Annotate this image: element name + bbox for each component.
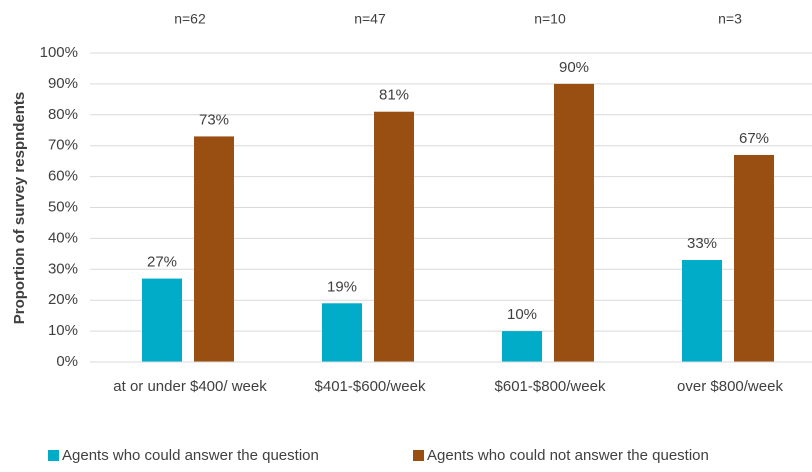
bar	[374, 111, 414, 363]
bar	[682, 260, 722, 362]
data-label: 33%	[687, 235, 717, 252]
y-tick-label: 0%	[56, 353, 78, 370]
x-tick-label-box: $601-$800/week	[494, 378, 606, 395]
y-tick-label: 90%	[48, 75, 78, 92]
sample-size: n=10	[534, 11, 566, 27]
data-label: 27%	[147, 254, 177, 271]
bar	[194, 136, 234, 362]
y-tick-label: 10%	[48, 322, 78, 339]
bar	[142, 278, 182, 362]
x-tick-label-box: at or under $400/ week	[113, 378, 267, 395]
data-label: 19%	[327, 278, 357, 295]
x-tick-label: at or under $400/ week	[113, 378, 267, 395]
x-tick-label-box: over $800/week	[677, 378, 783, 395]
x-tick-label: $601-$800/week	[494, 378, 606, 395]
bar	[734, 154, 774, 362]
y-tick-label: 70%	[48, 137, 78, 154]
y-tick-label: 100%	[40, 44, 78, 61]
legend-swatch	[48, 450, 59, 461]
y-tick-label: 80%	[48, 106, 78, 123]
legend-label: Agents who could not answer the question	[427, 447, 709, 464]
y-tick-label: 60%	[48, 168, 78, 185]
data-label: 81%	[379, 87, 409, 104]
legend-label: Agents who could answer the question	[62, 447, 319, 464]
y-tick-label: 20%	[48, 291, 78, 308]
sample-size: n=62	[174, 11, 206, 27]
y-tick-label: 50%	[48, 198, 78, 215]
x-tick-label: over $800/week	[677, 378, 783, 395]
bar	[554, 83, 594, 363]
sample-size: n=3	[718, 11, 742, 27]
data-label: 90%	[559, 59, 589, 76]
data-label: 73%	[199, 111, 229, 128]
data-label: 67%	[739, 130, 769, 147]
data-label: 10%	[507, 306, 537, 323]
x-tick-label-box: $401-$600/week	[314, 378, 426, 395]
y-tick-label: 40%	[48, 229, 78, 246]
y-axis-label: Proportion of survey respndents	[11, 92, 28, 325]
legend-swatch	[413, 450, 424, 461]
x-tick-label: $401-$600/week	[314, 378, 426, 395]
y-tick-label: 30%	[48, 260, 78, 277]
sample-size: n=47	[354, 11, 386, 27]
bar	[322, 303, 362, 362]
bar	[502, 331, 542, 362]
